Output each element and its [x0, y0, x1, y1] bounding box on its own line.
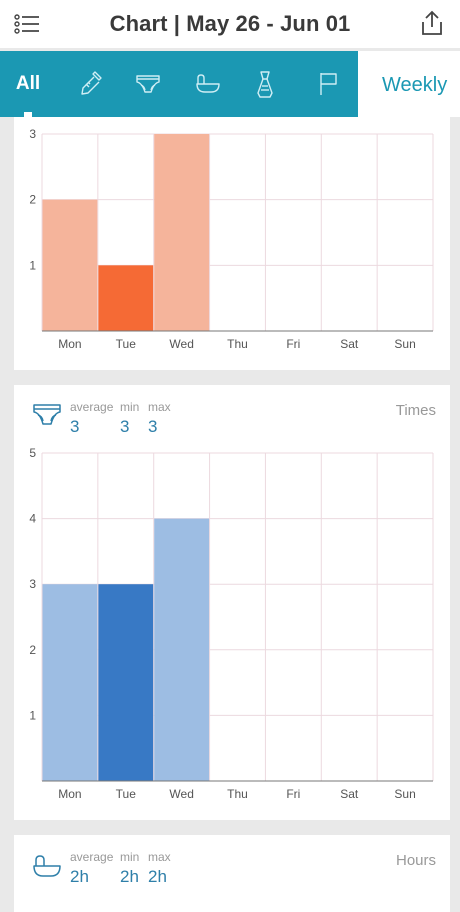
- bar-wed: [154, 134, 210, 331]
- average-label: average: [70, 850, 114, 864]
- x-tick-label: Wed: [169, 337, 193, 351]
- bar-wed: [154, 518, 210, 781]
- bar-mon: [42, 199, 98, 331]
- tab-feeding[interactable]: [70, 51, 110, 117]
- chart-card-sleep: average min max 2h 2h 2h Hours: [14, 835, 450, 912]
- max-label: max: [148, 400, 171, 414]
- y-tick-label: 2: [29, 193, 36, 207]
- x-tick-label: Sat: [340, 787, 359, 801]
- chart-card-diaper: average min max 3 3 3 Times 1 2 3 4 5 Mon Tue W…: [14, 385, 450, 820]
- max-label: max: [148, 850, 171, 864]
- page-title: Chart | May 26 - Jun 01: [109, 11, 351, 36]
- y-tick-label: 3: [29, 577, 36, 591]
- tab-milestone[interactable]: [308, 51, 348, 117]
- tab-sleep[interactable]: [188, 51, 228, 117]
- y-tick-label: 2: [29, 643, 36, 657]
- average-value: 2h: [70, 867, 89, 886]
- x-tick-label: Mon: [58, 337, 81, 351]
- max-value: 3: [148, 417, 158, 436]
- x-tick-label: Fri: [286, 787, 300, 801]
- x-tick-label: Sun: [394, 787, 415, 801]
- x-tick-label: Sun: [394, 337, 415, 351]
- tab-selected-indicator: [24, 112, 32, 117]
- sleep-icon: [196, 74, 220, 93]
- diaper-icon: [136, 75, 160, 93]
- x-tick-label: Wed: [169, 787, 193, 801]
- max-value: 2h: [148, 867, 167, 886]
- tab-bar-right-panel: [358, 51, 460, 117]
- bar-chart-1: 1 2 3 Mon Tue Wed Thu Fri Sat Sun: [29, 127, 434, 351]
- pump-icon: [257, 71, 273, 98]
- bar-mon: [42, 584, 98, 781]
- min-value: 3: [120, 417, 130, 436]
- y-tick-label: 5: [29, 446, 36, 460]
- diaper-icon: [32, 401, 62, 427]
- x-tick-label: Thu: [227, 337, 248, 351]
- sleep-icon: [32, 853, 62, 879]
- x-tick-label: Mon: [58, 787, 81, 801]
- min-value: 2h: [120, 867, 139, 886]
- tab-all[interactable]: All: [0, 51, 56, 117]
- bar-tue: [98, 265, 154, 331]
- x-tick-label: Tue: [116, 337, 137, 351]
- x-tick-label: Fri: [286, 337, 300, 351]
- y-tick-label: 3: [29, 127, 36, 141]
- x-tick-label: Sat: [340, 337, 359, 351]
- weekly-toggle-button[interactable]: Weekly: [382, 74, 448, 96]
- y-tick-label: 1: [29, 258, 36, 272]
- unit-label: Hours: [395, 852, 436, 869]
- category-tab-bar: All: [0, 51, 358, 117]
- chart-card-feeding: 1 2 3 Mon Tue Wed Thu Fri Sat Sun: [14, 117, 450, 370]
- share-icon[interactable]: [420, 10, 444, 36]
- tab-pump[interactable]: [244, 51, 284, 117]
- list-menu-icon[interactable]: [14, 12, 42, 36]
- bar-tue: [98, 584, 154, 781]
- y-tick-label: 4: [29, 512, 36, 526]
- x-tick-label: Thu: [227, 787, 248, 801]
- x-tick-label: Tue: [116, 787, 137, 801]
- min-label: min: [120, 400, 140, 414]
- min-label: min: [120, 850, 140, 864]
- y-tick-label: 1: [29, 708, 36, 722]
- average-label: average: [70, 400, 114, 414]
- tab-all-label: All: [15, 73, 41, 94]
- flag-icon: [320, 73, 337, 95]
- average-value: 3: [70, 417, 80, 436]
- tab-diaper[interactable]: [128, 51, 168, 117]
- app-bar: Chart | May 26 - Jun 01: [0, 0, 460, 48]
- bar-chart-2: 1 2 3 4 5 Mon Tue Wed Thu Fri Sat Sun: [29, 446, 434, 801]
- bottle-icon: [81, 71, 102, 95]
- unit-label: Times: [395, 402, 436, 419]
